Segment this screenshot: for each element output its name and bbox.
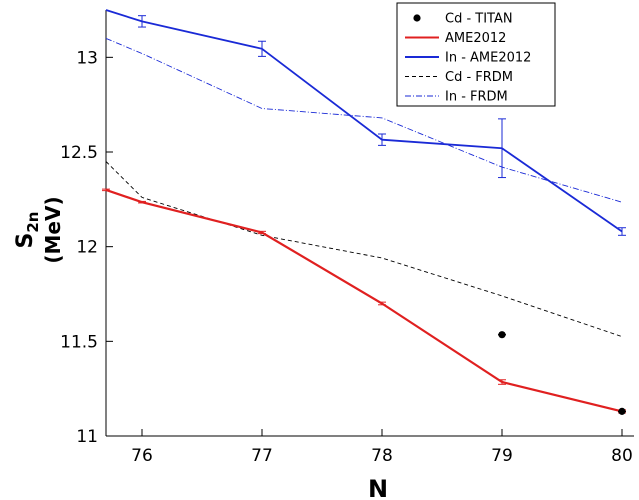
legend-item: Cd - FRDM xyxy=(405,70,513,85)
error-bar xyxy=(618,227,626,236)
y-axis-title: S2n (MeV) xyxy=(13,196,65,263)
error-bar xyxy=(498,118,506,179)
plot-area xyxy=(105,10,634,437)
series-cd-frdm xyxy=(105,161,623,338)
legend: Cd - TITAN AME2012 In - AME2012 Cd - FRDM In… xyxy=(396,2,556,107)
x-tick-label: 78 xyxy=(371,446,393,466)
series-layer xyxy=(102,9,626,415)
error-bar xyxy=(258,40,266,57)
legend-label: In - AME2012 xyxy=(445,51,531,66)
error-bar xyxy=(378,133,386,146)
error-bar xyxy=(102,188,110,192)
legend-label: Cd - TITAN xyxy=(445,12,513,27)
series-line xyxy=(105,37,623,203)
legend-box xyxy=(396,2,556,107)
series-in-frdm xyxy=(105,37,623,203)
error-bar xyxy=(498,379,506,385)
x-tick-label: 76 xyxy=(131,446,153,466)
data-point xyxy=(498,331,506,339)
x-axis-title: N xyxy=(368,475,388,500)
axis-ticks: 76 77 78 79 80 11 11.5 12 12.5 13 xyxy=(60,48,633,466)
legend-item: In - FRDM xyxy=(405,90,508,105)
y-axis-title-sub: 2n xyxy=(24,212,42,233)
legend-item: In - AME2012 xyxy=(405,51,531,66)
y-axis-title-main: S xyxy=(13,233,38,249)
y-tick-label: 11 xyxy=(76,427,98,447)
error-bar xyxy=(378,301,386,306)
error-bar xyxy=(138,15,146,28)
series-line xyxy=(105,9,623,233)
y-tick-label: 12 xyxy=(76,238,98,258)
legend-label: In - FRDM xyxy=(445,90,508,105)
x-tick-label: 80 xyxy=(611,446,633,466)
y-tick-label: 12.5 xyxy=(60,143,98,163)
legend-marker xyxy=(413,14,421,22)
legend-item: AME2012 xyxy=(405,31,506,46)
data-point xyxy=(618,407,626,415)
error-bar xyxy=(138,200,146,204)
svg-text:S2n: S2n xyxy=(13,212,42,249)
error-bar xyxy=(258,230,266,235)
series-in-ame xyxy=(105,9,626,236)
legend-label: Cd - FRDM xyxy=(445,70,513,85)
legend-item: Cd - TITAN xyxy=(413,12,513,27)
y-axis-title-unit: (MeV) xyxy=(41,196,65,263)
series-ame-cd xyxy=(102,188,626,414)
y-tick-label: 11.5 xyxy=(60,332,98,352)
legend-label: AME2012 xyxy=(445,31,506,46)
y-tick-label: 13 xyxy=(76,48,98,68)
series-cd-titan xyxy=(498,331,626,415)
series-line xyxy=(105,161,623,338)
x-tick-label: 77 xyxy=(251,446,273,466)
x-tick-label: 79 xyxy=(491,446,513,466)
series-line xyxy=(105,188,623,413)
